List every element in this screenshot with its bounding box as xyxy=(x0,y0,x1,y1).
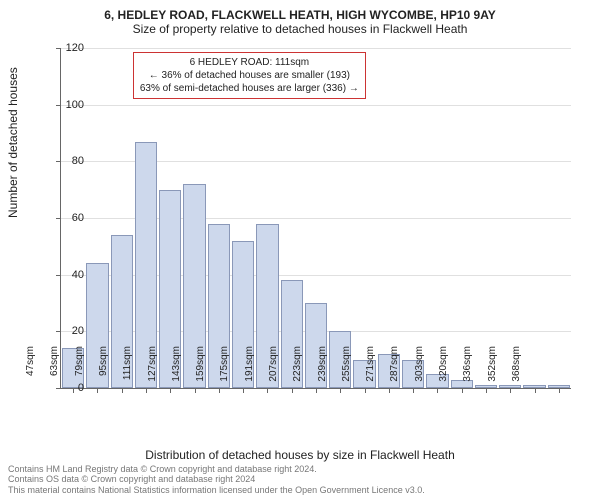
ytick-label: 60 xyxy=(54,212,84,224)
xtick-label: 143sqm xyxy=(171,346,182,396)
xtick-label: 79sqm xyxy=(74,346,85,396)
page-title: 6, HEDLEY ROAD, FLACKWELL HEATH, HIGH WY… xyxy=(0,0,600,22)
xtick-label: 159sqm xyxy=(195,346,206,396)
ytick-label: 40 xyxy=(54,269,84,281)
annotation-line-1: 6 HEDLEY ROAD: 111sqm xyxy=(140,56,359,69)
ytick-label: 80 xyxy=(54,155,84,167)
footer-line-2: Contains OS data © Crown copyright and d… xyxy=(8,474,425,485)
xtick-label: 127sqm xyxy=(147,346,158,396)
xtick-label: 368sqm xyxy=(511,346,522,396)
xtick-label: 320sqm xyxy=(438,346,449,396)
xtick-label: 223sqm xyxy=(292,346,303,396)
annotation-line-3: 63% of semi-detached houses are larger (… xyxy=(140,82,359,95)
xtick-label: 63sqm xyxy=(49,346,60,396)
xtick-mark xyxy=(559,388,560,393)
gridline xyxy=(61,48,571,49)
footer-line-1: Contains HM Land Registry data © Crown c… xyxy=(8,464,425,475)
ytick-label: 120 xyxy=(54,42,84,54)
y-axis-label: Number of detached houses xyxy=(6,67,20,218)
gridline xyxy=(61,105,571,106)
x-axis-label: Distribution of detached houses by size … xyxy=(0,448,600,462)
ytick-label: 100 xyxy=(54,99,84,111)
plot-area xyxy=(60,48,571,389)
annotation-box: 6 HEDLEY ROAD: 111sqm ← 36% of detached … xyxy=(133,52,366,99)
xtick-label: 191sqm xyxy=(244,346,255,396)
xtick-label: 95sqm xyxy=(98,346,109,396)
annotation-line-2: ← 36% of detached houses are smaller (19… xyxy=(140,69,359,82)
xtick-label: 239sqm xyxy=(317,346,328,396)
xtick-label: 303sqm xyxy=(414,346,425,396)
footer: Contains HM Land Registry data © Crown c… xyxy=(8,464,425,496)
xtick-label: 287sqm xyxy=(389,346,400,396)
xtick-label: 111sqm xyxy=(122,346,133,396)
xtick-label: 255sqm xyxy=(341,346,352,396)
xtick-label: 207sqm xyxy=(268,346,279,396)
chart-page: 6, HEDLEY ROAD, FLACKWELL HEATH, HIGH WY… xyxy=(0,0,600,500)
footer-line-3: This material contains National Statisti… xyxy=(8,485,425,496)
ytick-label: 20 xyxy=(54,325,84,337)
xtick-label: 271sqm xyxy=(365,346,376,396)
page-subtitle: Size of property relative to detached ho… xyxy=(0,22,600,40)
xtick-mark xyxy=(535,388,536,393)
xtick-label: 47sqm xyxy=(25,346,36,396)
xtick-label: 336sqm xyxy=(462,346,473,396)
xtick-label: 175sqm xyxy=(219,346,230,396)
xtick-label: 352sqm xyxy=(487,346,498,396)
